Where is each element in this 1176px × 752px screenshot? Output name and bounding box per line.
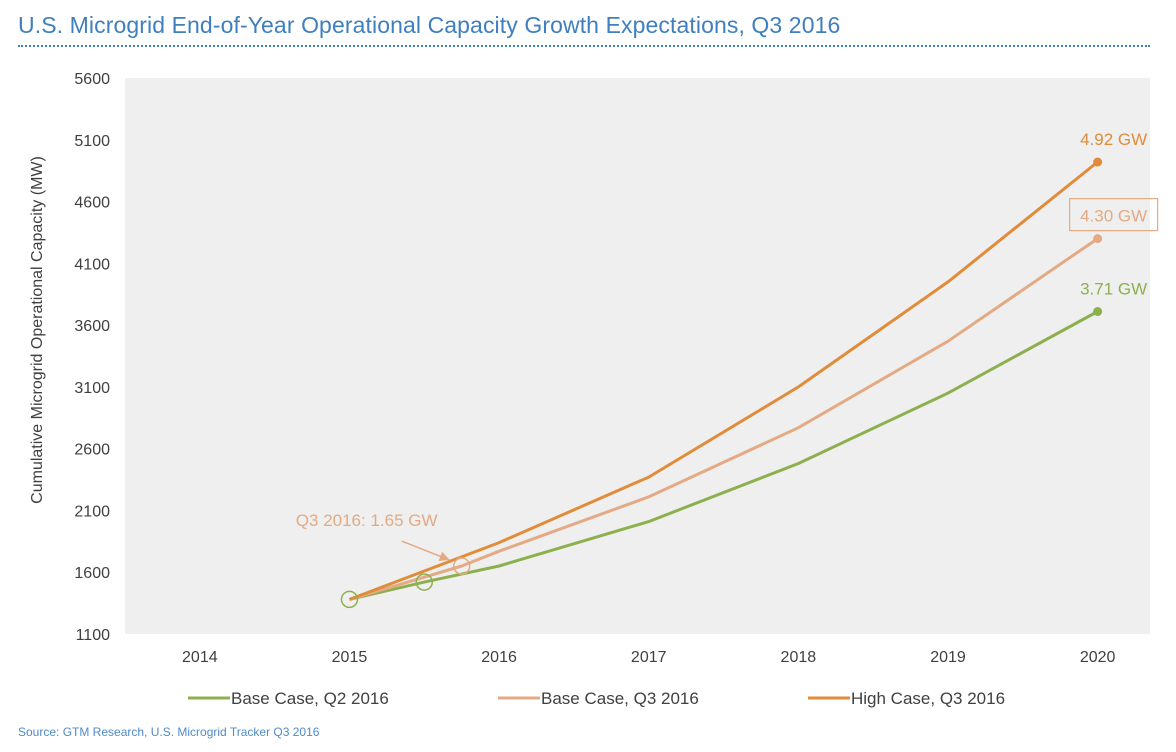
annotation-label: 4.92 GW: [1080, 130, 1147, 149]
point-markers: [340, 557, 471, 609]
y-tick-label: 5100: [74, 133, 110, 150]
series-line-0: [349, 310, 1099, 601]
chart-title: U.S. Microgrid End-of-Year Operational C…: [18, 12, 841, 38]
x-tick-label: 2017: [631, 649, 667, 666]
y-tick-label: 2600: [74, 442, 110, 459]
x-tick-label: 2015: [332, 649, 368, 666]
x-tick-label: 2018: [781, 649, 817, 666]
series-endpoint-2: [1093, 157, 1103, 167]
y-axis-ticks: 1100 1600 2100 2600 3100 3600 4100 4600 5100 5600: [74, 71, 110, 644]
y-tick-label: 2100: [74, 503, 110, 520]
legend: Base Case, Q2 2016 Base Case, Q3 2016 High…: [188, 689, 1005, 708]
y-tick-label: 4100: [74, 256, 110, 273]
annotation-label: 3.71 GW: [1080, 280, 1147, 299]
annotation-label: 4.30 GW: [1080, 207, 1147, 226]
series-line-2: [348, 160, 1099, 601]
series-line-1: [349, 237, 1099, 601]
annotations: 4.92 GW 4.30 GW 3.71 GW Q3 2016: 1.65 GW: [296, 130, 1159, 562]
y-tick-label: 1600: [74, 565, 110, 582]
annotation-arrow-head: [438, 551, 450, 562]
series-endpoint-1: [1093, 234, 1103, 244]
x-tick-label: 2020: [1080, 649, 1116, 666]
annotation-box: [1069, 198, 1159, 232]
series-endpoint-0: [1093, 307, 1103, 317]
title-divider: [18, 45, 1150, 47]
highlight-marker: [340, 590, 359, 609]
legend-label-1: Base Case, Q3 2016: [541, 689, 699, 708]
legend-label-2: High Case, Q3 2016: [851, 689, 1005, 708]
x-tick-label: 2014: [182, 649, 218, 666]
highlight-marker: [415, 573, 434, 591]
x-tick-label: 2016: [481, 649, 517, 666]
legend-label-0: Base Case, Q2 2016: [231, 689, 389, 708]
plot-area: [125, 78, 1150, 634]
source-note: Source: GTM Research, U.S. Microgrid Tra…: [18, 725, 320, 739]
y-tick-label: 3600: [74, 318, 110, 335]
y-tick-label: 5600: [74, 71, 110, 88]
highlight-marker: [452, 557, 471, 575]
y-axis-label: Cumulative Microgrid Operational Capacit…: [29, 156, 46, 504]
y-tick-label: 1100: [76, 627, 111, 644]
y-tick-label: 4600: [74, 195, 110, 212]
series-lines: [348, 157, 1103, 601]
x-tick-label: 2019: [930, 649, 966, 666]
y-tick-label: 3100: [74, 380, 110, 397]
x-axis-ticks: 2014 2015 2016 2017 2018 2019 2020: [182, 649, 1116, 666]
annotation-label: Q3 2016: 1.65 GW: [296, 511, 438, 530]
